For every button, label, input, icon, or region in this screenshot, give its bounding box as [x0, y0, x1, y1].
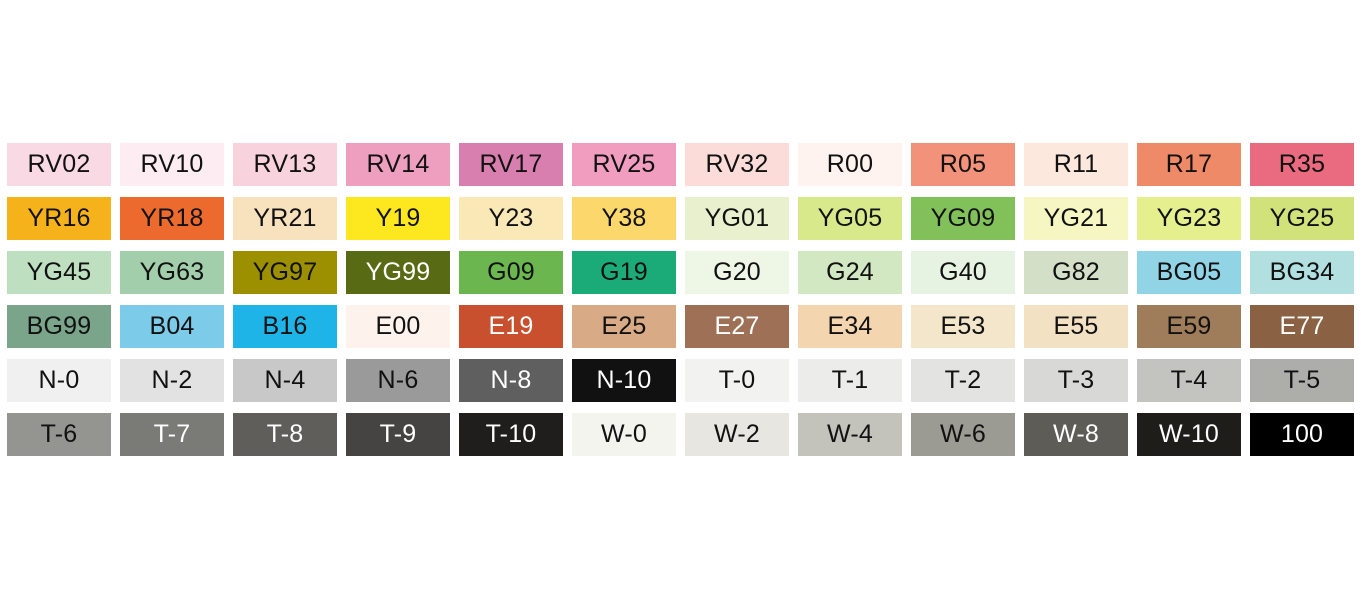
color-swatch-y23[interactable]: Y23: [459, 197, 563, 240]
color-swatch-y38[interactable]: Y38: [572, 197, 676, 240]
color-swatch-r17[interactable]: R17: [1137, 143, 1241, 186]
color-swatch-n-2[interactable]: N-2: [120, 359, 224, 402]
color-swatch-n-6[interactable]: N-6: [346, 359, 450, 402]
color-swatch-yg01[interactable]: YG01: [685, 197, 789, 240]
color-swatch-t-4[interactable]: T-4: [1137, 359, 1241, 402]
color-swatch-yg45[interactable]: YG45: [7, 251, 111, 294]
color-swatch-t-10[interactable]: T-10: [459, 413, 563, 456]
color-swatch-yg05[interactable]: YG05: [798, 197, 902, 240]
color-swatch-t-6[interactable]: T-6: [7, 413, 111, 456]
color-swatch-n-4[interactable]: N-4: [233, 359, 337, 402]
color-swatch-yg21[interactable]: YG21: [1024, 197, 1128, 240]
color-swatch-e59[interactable]: E59: [1137, 305, 1241, 348]
color-swatch-rv10[interactable]: RV10: [120, 143, 224, 186]
color-swatch-bg99[interactable]: BG99: [7, 305, 111, 348]
color-swatch-rv02[interactable]: RV02: [7, 143, 111, 186]
color-swatch-yg23[interactable]: YG23: [1137, 197, 1241, 240]
color-swatch-r11[interactable]: R11: [1024, 143, 1128, 186]
color-swatch-g19[interactable]: G19: [572, 251, 676, 294]
color-swatch-e19[interactable]: E19: [459, 305, 563, 348]
color-swatch-t-2[interactable]: T-2: [911, 359, 1015, 402]
color-swatch-t-8[interactable]: T-8: [233, 413, 337, 456]
color-swatch-yg09[interactable]: YG09: [911, 197, 1015, 240]
color-swatch-yg99[interactable]: YG99: [346, 251, 450, 294]
color-swatch-t-7[interactable]: T-7: [120, 413, 224, 456]
color-swatch-n-10[interactable]: N-10: [572, 359, 676, 402]
color-swatch-rv17[interactable]: RV17: [459, 143, 563, 186]
color-swatch-t-5[interactable]: T-5: [1250, 359, 1354, 402]
color-swatch-e55[interactable]: E55: [1024, 305, 1128, 348]
color-swatch-r00[interactable]: R00: [798, 143, 902, 186]
color-swatch-y19[interactable]: Y19: [346, 197, 450, 240]
color-swatch-b16[interactable]: B16: [233, 305, 337, 348]
color-swatch-yg25[interactable]: YG25: [1250, 197, 1354, 240]
color-swatch-g24[interactable]: G24: [798, 251, 902, 294]
color-swatch-w-0[interactable]: W-0: [572, 413, 676, 456]
color-swatch-yg97[interactable]: YG97: [233, 251, 337, 294]
color-swatch-rv14[interactable]: RV14: [346, 143, 450, 186]
color-swatch-r05[interactable]: R05: [911, 143, 1015, 186]
color-swatch-grid: RV02 RV10 RV13 RV14 RV17 RV25 RV32 R00 R05 R11 R17…: [7, 143, 1354, 456]
color-swatch-e25[interactable]: E25: [572, 305, 676, 348]
color-swatch-n-8[interactable]: N-8: [459, 359, 563, 402]
color-swatch-e77[interactable]: E77: [1250, 305, 1354, 348]
color-swatch-g40[interactable]: G40: [911, 251, 1015, 294]
color-swatch-e53[interactable]: E53: [911, 305, 1015, 348]
color-swatch-g82[interactable]: G82: [1024, 251, 1128, 294]
color-swatch-e00[interactable]: E00: [346, 305, 450, 348]
color-swatch-rv13[interactable]: RV13: [233, 143, 337, 186]
color-swatch-yr21[interactable]: YR21: [233, 197, 337, 240]
color-swatch-e34[interactable]: E34: [798, 305, 902, 348]
color-swatch-w-4[interactable]: W-4: [798, 413, 902, 456]
color-swatch-g20[interactable]: G20: [685, 251, 789, 294]
color-swatch-rv25[interactable]: RV25: [572, 143, 676, 186]
color-swatch-w-10[interactable]: W-10: [1137, 413, 1241, 456]
color-swatch-g09[interactable]: G09: [459, 251, 563, 294]
color-swatch-e27[interactable]: E27: [685, 305, 789, 348]
color-swatch-w-6[interactable]: W-6: [911, 413, 1015, 456]
color-swatch-bg05[interactable]: BG05: [1137, 251, 1241, 294]
color-swatch-t-1[interactable]: T-1: [798, 359, 902, 402]
color-swatch-t-9[interactable]: T-9: [346, 413, 450, 456]
color-swatch-yr18[interactable]: YR18: [120, 197, 224, 240]
color-swatch-t-3[interactable]: T-3: [1024, 359, 1128, 402]
color-swatch-t-0[interactable]: T-0: [685, 359, 789, 402]
color-swatch-w-8[interactable]: W-8: [1024, 413, 1128, 456]
color-swatch-w-2[interactable]: W-2: [685, 413, 789, 456]
color-swatch-b04[interactable]: B04: [120, 305, 224, 348]
color-swatch-100[interactable]: 100: [1250, 413, 1354, 456]
color-swatch-yg63[interactable]: YG63: [120, 251, 224, 294]
color-swatch-yr16[interactable]: YR16: [7, 197, 111, 240]
color-swatch-rv32[interactable]: RV32: [685, 143, 789, 186]
color-swatch-n-0[interactable]: N-0: [7, 359, 111, 402]
color-swatch-bg34[interactable]: BG34: [1250, 251, 1354, 294]
color-swatch-r35[interactable]: R35: [1250, 143, 1354, 186]
